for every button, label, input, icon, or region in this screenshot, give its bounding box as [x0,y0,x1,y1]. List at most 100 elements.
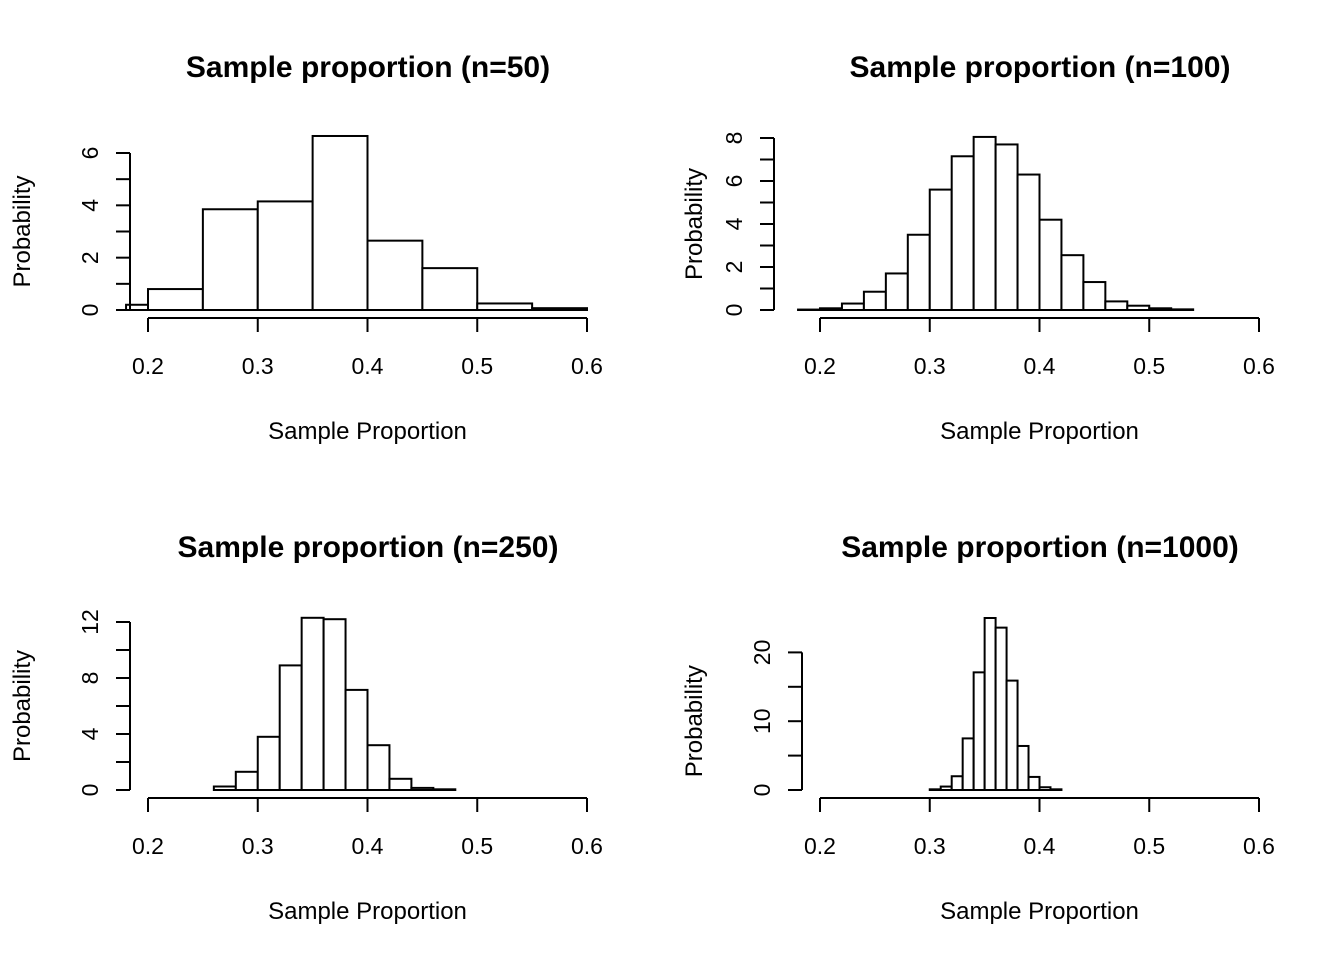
y-tick-label: 0 [749,784,775,797]
x-tick-label: 0.5 [1133,353,1165,379]
histogram-bar [972,671,986,791]
x-axis-label: Sample Proportion [268,898,467,925]
chart-title: Sample proportion (n=100) [850,51,1231,84]
x-tick-label: 0.6 [571,353,603,379]
y-axis-label: Probability [681,665,708,777]
histogram-bar [1038,786,1052,791]
histogram-bar [410,786,435,792]
x-tick-label: 0.4 [1024,353,1056,379]
histogram-bar [1060,254,1085,312]
histogram-bar [1104,300,1129,311]
y-tick-label: 4 [77,199,103,212]
histogram-bar [840,302,865,311]
y-tick-label: 8 [77,672,103,685]
histogram-bar [147,288,204,312]
histogram-bar [972,135,997,311]
y-tick-label: 20 [749,640,775,666]
x-tick-label: 0.6 [1243,353,1275,379]
y-tick-label: 0 [77,304,103,317]
x-tick-label: 0.4 [352,353,384,379]
histogram-bar [1170,308,1195,312]
x-tick-label: 0.3 [914,353,946,379]
y-tick-label: 0 [721,304,747,317]
x-tick-label: 0.6 [1243,833,1275,859]
histogram-bar [819,307,843,311]
x-tick-label: 0.4 [1024,833,1056,859]
x-tick-label: 0.6 [571,833,603,859]
histogram-bar [1148,307,1173,311]
histogram-bar [1049,788,1063,792]
histogram-bar [862,290,887,312]
panel-1: Sample proportion (n=50) 0.2 0.3 0.4 0.5 0.6 S… [9,51,603,445]
histogram-bar [884,272,909,312]
histogram-bar [1027,775,1041,791]
x-tick-label: 0.5 [461,833,493,859]
histogram-bar [1126,304,1151,312]
histogram-bar [928,788,942,792]
x-tick-label: 0.3 [914,833,946,859]
histogram-bar [366,239,424,312]
y-axis-label: Probability [9,650,36,762]
y-tick-label: 0 [77,784,103,797]
histogram-bar [311,134,369,311]
histogram-bar [278,664,303,792]
histogram-bar [950,155,975,311]
histogram-bar [961,737,975,792]
chart-title: Sample proportion (n=1000) [841,531,1239,564]
panel-4: Sample proportion (n=1000) 0.2 0.3 0.4 0.5 0.… [681,531,1275,925]
y-tick-label: 4 [77,727,103,740]
y-tick-label: 2 [721,261,747,274]
y-tick-label: 4 [721,217,747,230]
histogram-bar [234,770,259,791]
histogram-bar [928,188,953,312]
histogram-bar [1038,218,1063,311]
histogram-bar [994,626,1008,792]
x-tick-label: 0.2 [804,353,836,379]
histogram-bar [344,688,369,792]
x-tick-label: 0.5 [1133,833,1165,859]
x-tick-label: 0.2 [132,353,164,379]
y-tick-label: 10 [749,708,775,734]
histogram-bar [212,785,237,791]
histogram-bar [476,302,534,312]
chart-title: Sample proportion (n=50) [186,51,550,84]
x-tick-label: 0.5 [461,353,493,379]
x-tick-label: 0.4 [352,833,384,859]
histogram-bar [366,744,391,792]
histogram-bar [388,777,413,791]
panel-3: Sample proportion (n=250) 0.2 0.3 0.4 0.5 0.6… [9,531,603,925]
histogram-bar [1082,281,1107,311]
x-axis-label: Sample Proportion [940,898,1139,925]
histogram-bar [1016,173,1041,311]
histogram-bar [256,200,314,312]
y-tick-label: 12 [77,609,103,635]
x-axis-label: Sample Proportion [268,418,467,445]
histogram-bar [906,233,931,311]
histogram-bar [1016,744,1030,792]
y-axis-label: Probability [681,168,708,280]
y-tick-label: 6 [77,147,103,160]
panel-2: Sample proportion (n=100) 0.2 0.3 0.4 0.5 0.6… [681,51,1275,445]
histogram-bar [531,307,588,312]
chart-title: Sample proportion (n=250) [178,531,559,564]
histogram-bar [322,618,347,792]
x-tick-label: 0.2 [132,833,164,859]
x-tick-label: 0.3 [242,833,274,859]
y-tick-label: 6 [721,175,747,188]
histogram-bar [1005,679,1019,791]
histogram-bar [994,143,1019,311]
histogram-bar [256,735,281,791]
histogram-bar [421,267,479,311]
y-axis-label: Probability [9,175,36,287]
histogram-bar [432,788,457,791]
histogram-bar [300,616,325,791]
x-tick-label: 0.2 [804,833,836,859]
x-tick-label: 0.3 [242,353,274,379]
y-tick-label: 8 [721,132,747,145]
y-tick-label: 2 [77,251,103,264]
histogram-bar [939,785,953,791]
histogram-bar [983,617,997,791]
histogram-bar [950,775,964,791]
x-axis-label: Sample Proportion [940,418,1139,445]
